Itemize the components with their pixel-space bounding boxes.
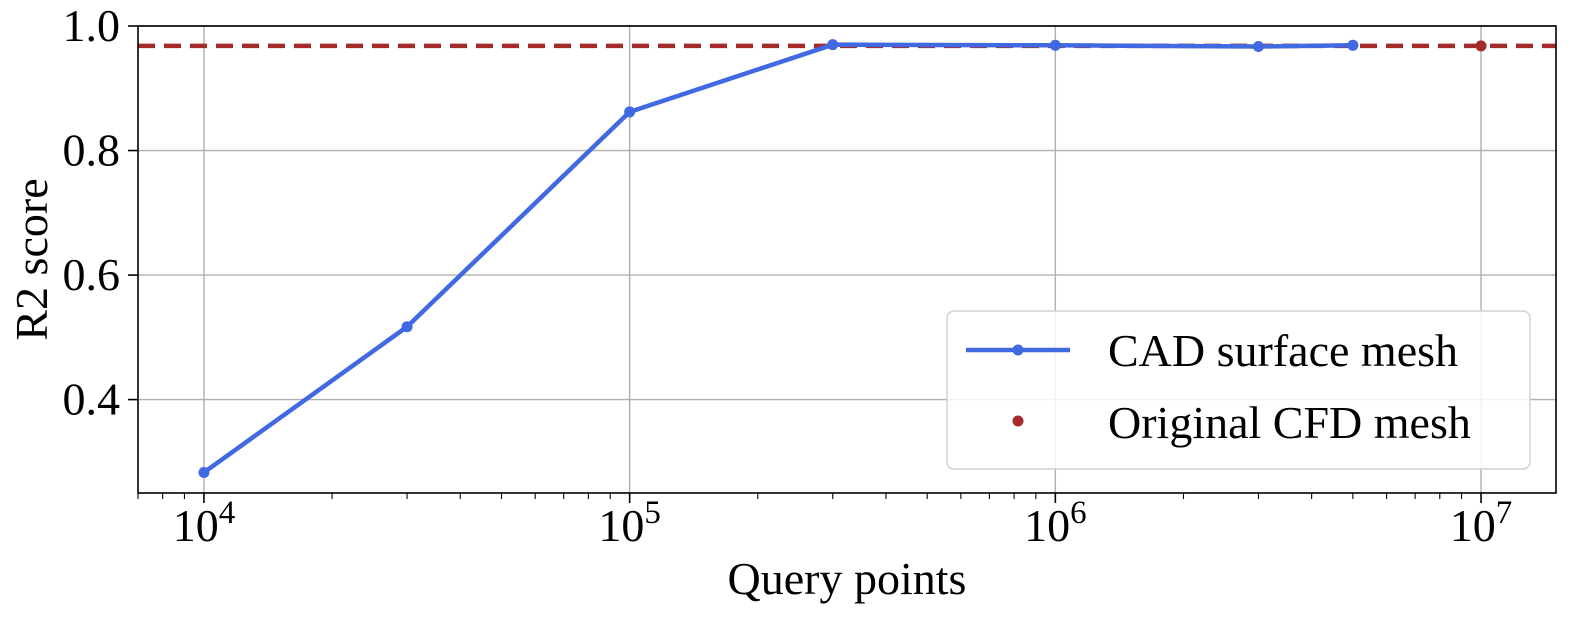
y-tick-label: 0.8 xyxy=(63,125,121,176)
axis-ticks xyxy=(128,25,1482,503)
data-point xyxy=(1049,39,1061,51)
x-tick-label: 105 xyxy=(598,495,661,551)
y-tick-label: 0.4 xyxy=(63,374,121,425)
data-point xyxy=(1347,39,1359,51)
legend-marker-original-cfd-mesh xyxy=(1012,415,1024,427)
legend-marker-cad-surface-mesh xyxy=(1012,344,1024,356)
data-point xyxy=(827,39,839,51)
legend-label-original-cfd-mesh: Original CFD mesh xyxy=(1108,397,1471,448)
plot-area xyxy=(138,39,1556,478)
data-point xyxy=(401,321,413,333)
legend-label-cad-surface-mesh: CAD surface mesh xyxy=(1108,325,1458,376)
x-axis-label: Query points xyxy=(728,553,967,604)
data-point xyxy=(198,466,210,478)
legend: CAD surface mesh Original CFD mesh xyxy=(946,310,1531,470)
axes-frame xyxy=(137,25,1557,494)
x-tick-label: 107 xyxy=(1450,495,1513,551)
legend-box xyxy=(946,310,1531,470)
grid xyxy=(138,25,1556,493)
y-tick-label: 1.0 xyxy=(63,0,121,51)
data-point xyxy=(1475,40,1487,52)
data-point xyxy=(624,106,636,118)
y-axis-label: R2 score xyxy=(6,178,57,340)
y-tick-label: 0.6 xyxy=(63,249,121,300)
tick-labels: 104 105 106 107 0.4 0.6 0.8 1.0 xyxy=(63,0,1513,551)
data-point xyxy=(1252,41,1264,53)
x-tick-label: 106 xyxy=(1024,495,1087,551)
x-tick-label: 104 xyxy=(173,495,236,551)
